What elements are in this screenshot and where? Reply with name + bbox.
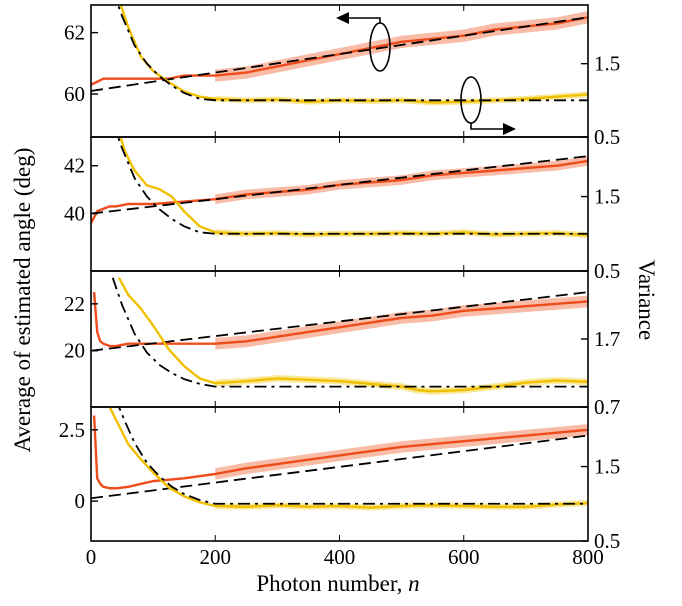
right-y-tick-label: 0.7 xyxy=(594,395,620,419)
left-axis-indicator-arrow-line xyxy=(338,17,381,23)
right-y-tick-label: 0.5 xyxy=(594,529,620,553)
average-fit-line xyxy=(91,155,588,215)
variance-fit-line xyxy=(117,5,588,102)
x-tick-label: 400 xyxy=(324,545,356,569)
x-axis-title: Photon number, n xyxy=(256,571,419,596)
variance-fit-line xyxy=(111,277,588,388)
average-fit-line xyxy=(91,16,588,92)
left-y-tick-label: 42 xyxy=(64,154,85,178)
right-axis-indicator-arrow-line xyxy=(470,123,513,130)
average-line xyxy=(92,415,588,490)
average-band xyxy=(215,424,588,480)
annotations xyxy=(336,12,516,135)
left-y-tick-label: 20 xyxy=(64,339,85,363)
panel-4: 0 200 400 600 800 0 2.5 0.5 1.5 xyxy=(59,406,620,569)
right-y-tick-label: 1.5 xyxy=(594,455,620,479)
left-y-tick-label: 2.5 xyxy=(59,418,85,442)
variance-fit-line xyxy=(117,407,588,505)
right-y-tick-label: 1.5 xyxy=(594,52,620,76)
average-fit-line xyxy=(91,291,588,352)
plot-area xyxy=(91,137,588,239)
right-y-tick-label: 0.5 xyxy=(594,125,620,149)
right-y-tick-label: 1.5 xyxy=(594,185,620,209)
average-line xyxy=(92,292,588,348)
left-arrow-icon xyxy=(336,12,349,24)
right-y-tick-label: 0.5 xyxy=(594,259,620,283)
right-arrow-icon xyxy=(503,123,516,135)
variance-line xyxy=(108,407,588,509)
right-y-tick-label: 1.7 xyxy=(594,327,620,351)
x-tick-label: 200 xyxy=(200,545,232,569)
panel-2: 40 42 0.5 1.5 xyxy=(64,136,620,283)
panel-frame xyxy=(90,406,589,542)
left-y-tick-label: 40 xyxy=(64,202,85,226)
average-fit-line xyxy=(91,434,588,500)
variance-line xyxy=(117,277,588,393)
left-y-tick-label: 0 xyxy=(75,489,86,513)
right-axis-title: Variance xyxy=(634,260,659,340)
plot-area xyxy=(91,407,588,511)
left-axis-indicator xyxy=(336,12,391,72)
plot-area xyxy=(91,277,588,395)
panel-1: 60 62 0.5 1.5 xyxy=(64,4,620,149)
x-axis-title-main: Photon number, xyxy=(256,571,408,596)
chart-panels: 60 62 0.5 1.5 40 42 0.5 1.5 20 22 0.7 1.7 0 200 400 600… xyxy=(59,4,620,569)
right-axis-indicator xyxy=(460,76,516,135)
panel-3: 20 22 0.7 1.7 xyxy=(64,270,620,419)
x-tick-label: 800 xyxy=(572,545,604,569)
variance-fit-line xyxy=(117,137,588,235)
left-y-tick-label: 22 xyxy=(64,292,85,316)
left-y-tick-label: 60 xyxy=(64,82,85,106)
left-axis-title: Average of estimated angle (deg) xyxy=(10,148,35,453)
x-tick-label: 0 xyxy=(86,545,97,569)
x-tick-label: 600 xyxy=(448,545,480,569)
x-axis-title-variable: n xyxy=(408,571,420,596)
plot-area xyxy=(91,5,588,106)
average-band xyxy=(215,11,588,82)
left-y-tick-label: 62 xyxy=(64,21,85,45)
average-band xyxy=(215,295,588,350)
variance-line xyxy=(119,137,588,237)
